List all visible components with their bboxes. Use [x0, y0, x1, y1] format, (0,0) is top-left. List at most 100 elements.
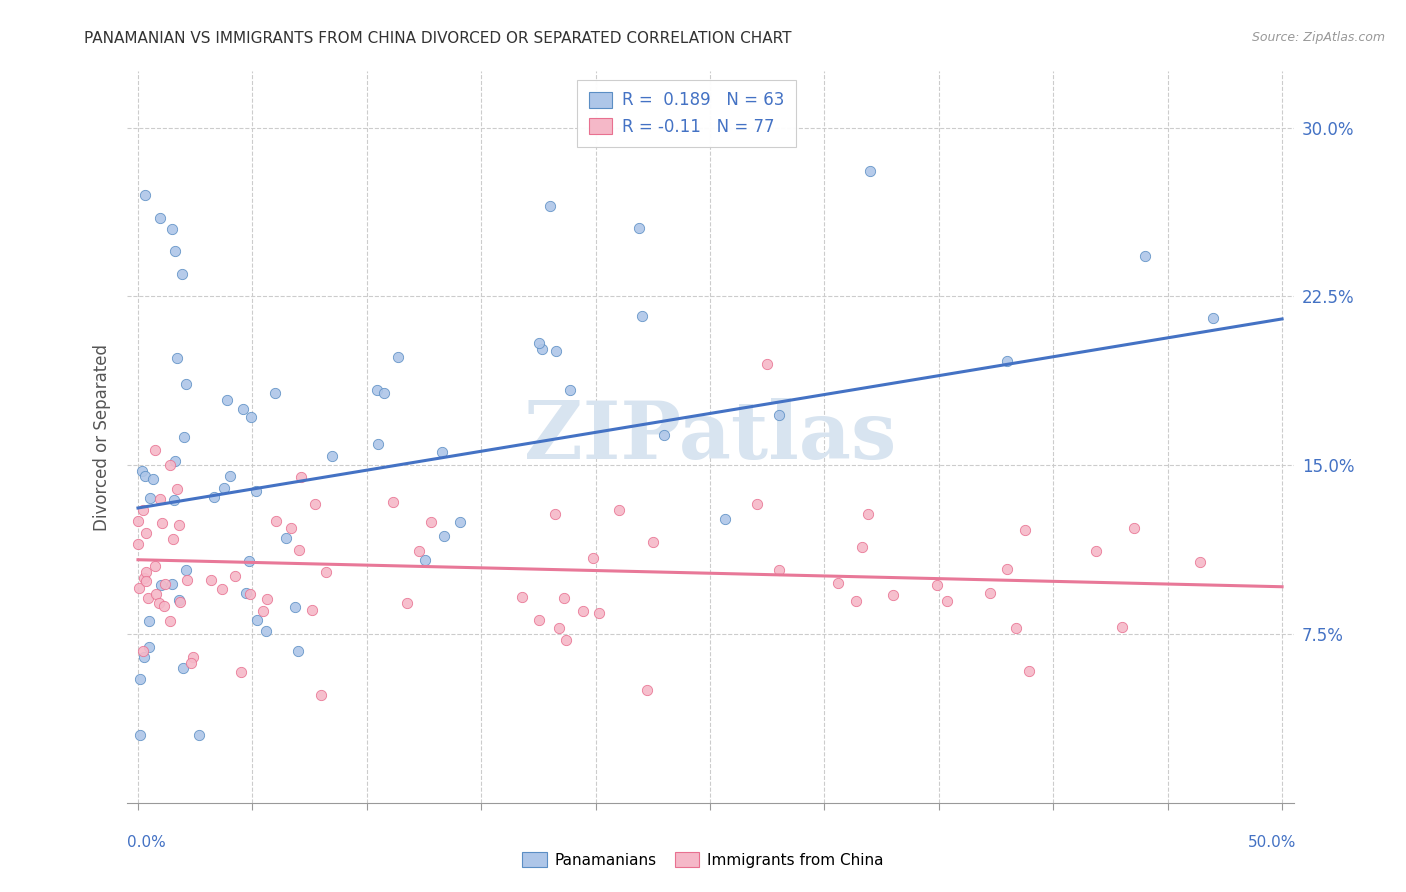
Point: [246, 613, 269, 627]
Point: [256, 591, 278, 606]
Point: [135, 574, 157, 588]
Legend: Panamanians, Immigrants from China: Panamanians, Immigrants from China: [516, 846, 890, 873]
Point: [229, 665, 252, 680]
Point: [387, 350, 409, 364]
Point: [851, 540, 873, 554]
Point: [433, 529, 456, 543]
Point: [132, 571, 155, 585]
Point: [152, 599, 174, 613]
Legend: R =  0.189   N = 63, R = -0.11   N = 77: R = 0.189 N = 63, R = -0.11 N = 77: [578, 79, 796, 147]
Point: [211, 582, 233, 597]
Point: [160, 577, 183, 591]
Point: [181, 649, 204, 664]
Point: [131, 464, 153, 478]
Point: [127, 537, 149, 551]
Point: [166, 483, 188, 497]
Point: [756, 357, 779, 371]
Point: [135, 565, 157, 579]
Point: [129, 728, 152, 742]
Point: [172, 267, 194, 281]
Point: [373, 385, 395, 400]
Point: [538, 198, 561, 212]
Point: [366, 384, 388, 398]
Point: [149, 211, 172, 225]
Point: [143, 558, 166, 573]
Point: [845, 594, 868, 608]
Point: [160, 222, 183, 236]
Point: [290, 469, 312, 483]
Point: [1133, 249, 1156, 263]
Point: [420, 515, 443, 529]
Point: [321, 449, 343, 463]
Point: [287, 643, 309, 657]
Point: [165, 454, 187, 468]
Point: [430, 445, 453, 459]
Point: [127, 515, 149, 529]
Point: [239, 409, 262, 424]
Point: [1018, 664, 1040, 678]
Point: [135, 525, 157, 540]
Point: [150, 516, 173, 531]
Point: [256, 624, 278, 638]
Point: [768, 563, 790, 577]
Point: [979, 585, 1001, 599]
Point: [274, 531, 297, 545]
Point: [641, 534, 664, 549]
Point: [555, 632, 578, 647]
Point: [173, 430, 195, 444]
Point: [572, 604, 595, 618]
Point: [558, 383, 581, 397]
Point: [382, 494, 405, 508]
Text: PANAMANIAN VS IMMIGRANTS FROM CHINA DIVORCED OR SEPARATED CORRELATION CHART: PANAMANIAN VS IMMIGRANTS FROM CHINA DIVO…: [84, 31, 792, 46]
Point: [1189, 555, 1212, 569]
Y-axis label: Divorced or Separated: Divorced or Separated: [93, 343, 111, 531]
Point: [238, 554, 260, 568]
Point: [882, 588, 904, 602]
Point: [546, 343, 568, 358]
Point: [134, 468, 156, 483]
Point: [713, 512, 735, 526]
Point: [162, 532, 184, 546]
Text: 0.0%: 0.0%: [127, 836, 166, 850]
Point: [859, 163, 882, 178]
Point: [636, 683, 658, 698]
Point: [145, 587, 167, 601]
Point: [148, 596, 170, 610]
Point: [134, 188, 156, 202]
Point: [609, 502, 631, 516]
Point: [304, 497, 326, 511]
Point: [264, 515, 287, 529]
Point: [745, 497, 768, 511]
Point: [827, 576, 849, 591]
Point: [174, 564, 197, 578]
Point: [858, 508, 880, 522]
Point: [142, 472, 165, 486]
Point: [138, 491, 160, 506]
Point: [263, 386, 285, 401]
Point: [553, 591, 575, 606]
Point: [132, 644, 155, 658]
Point: [138, 640, 160, 655]
Point: [149, 492, 172, 507]
Point: [544, 507, 567, 521]
Point: [232, 401, 254, 416]
Point: [180, 657, 202, 671]
Point: [169, 593, 191, 607]
Point: [169, 595, 191, 609]
Point: [1084, 544, 1107, 558]
Point: [245, 483, 267, 498]
Point: [153, 576, 176, 591]
Point: [449, 515, 471, 529]
Point: [413, 553, 436, 567]
Point: [174, 376, 197, 391]
Text: Source: ZipAtlas.com: Source: ZipAtlas.com: [1251, 31, 1385, 45]
Point: [224, 569, 246, 583]
Point: [548, 621, 571, 635]
Point: [212, 481, 235, 495]
Point: [1004, 621, 1026, 635]
Point: [149, 578, 172, 592]
Point: [202, 490, 225, 504]
Point: [129, 672, 152, 686]
Point: [134, 649, 156, 664]
Point: [527, 336, 550, 351]
